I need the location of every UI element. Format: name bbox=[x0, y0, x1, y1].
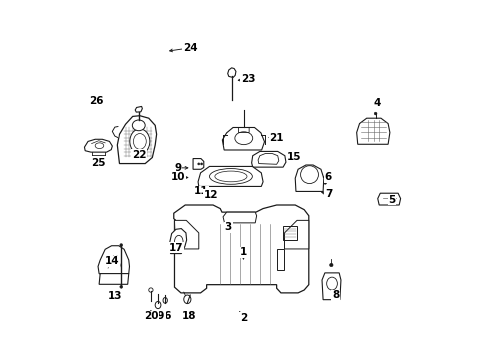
Text: 23: 23 bbox=[240, 74, 255, 84]
Polygon shape bbox=[169, 229, 186, 253]
Text: 21: 21 bbox=[269, 133, 284, 143]
Polygon shape bbox=[173, 205, 308, 293]
Ellipse shape bbox=[234, 132, 252, 145]
Text: 10: 10 bbox=[171, 172, 185, 183]
Text: 26: 26 bbox=[89, 96, 103, 107]
Text: 22: 22 bbox=[132, 150, 146, 160]
Polygon shape bbox=[223, 212, 256, 223]
Text: 5: 5 bbox=[387, 195, 395, 204]
Ellipse shape bbox=[130, 129, 149, 154]
Ellipse shape bbox=[120, 244, 122, 247]
Ellipse shape bbox=[200, 163, 203, 165]
Text: 15: 15 bbox=[286, 153, 301, 162]
Polygon shape bbox=[295, 165, 323, 192]
Ellipse shape bbox=[204, 189, 207, 192]
Ellipse shape bbox=[373, 112, 376, 115]
Polygon shape bbox=[112, 126, 118, 138]
Text: 11: 11 bbox=[193, 186, 208, 197]
Polygon shape bbox=[135, 107, 142, 112]
Text: 24: 24 bbox=[183, 43, 197, 53]
Polygon shape bbox=[174, 220, 198, 249]
Text: 18: 18 bbox=[182, 311, 196, 321]
Polygon shape bbox=[198, 166, 263, 186]
Text: 9: 9 bbox=[175, 163, 182, 173]
Text: 4: 4 bbox=[373, 98, 380, 108]
Polygon shape bbox=[377, 193, 400, 205]
Text: 13: 13 bbox=[108, 291, 122, 301]
Polygon shape bbox=[227, 68, 235, 77]
Polygon shape bbox=[284, 220, 308, 249]
Text: 7: 7 bbox=[324, 189, 331, 199]
Ellipse shape bbox=[212, 192, 215, 195]
Polygon shape bbox=[98, 246, 129, 277]
Polygon shape bbox=[99, 274, 128, 284]
Text: 2: 2 bbox=[239, 312, 246, 323]
Text: 12: 12 bbox=[203, 190, 217, 200]
Text: 17: 17 bbox=[168, 243, 183, 253]
Polygon shape bbox=[222, 127, 264, 150]
Text: 25: 25 bbox=[91, 158, 106, 168]
Ellipse shape bbox=[132, 120, 145, 131]
Polygon shape bbox=[322, 273, 340, 300]
Polygon shape bbox=[356, 118, 389, 144]
Ellipse shape bbox=[133, 134, 146, 149]
Text: 16: 16 bbox=[158, 311, 172, 321]
Ellipse shape bbox=[329, 263, 332, 267]
Ellipse shape bbox=[323, 181, 326, 184]
Text: 8: 8 bbox=[331, 290, 339, 300]
Text: 1: 1 bbox=[239, 247, 246, 257]
Text: 20: 20 bbox=[143, 311, 158, 321]
Text: 14: 14 bbox=[105, 256, 120, 266]
Ellipse shape bbox=[120, 285, 122, 288]
Text: 3: 3 bbox=[224, 222, 232, 232]
Text: 6: 6 bbox=[324, 172, 331, 182]
Text: 19: 19 bbox=[151, 311, 165, 321]
Ellipse shape bbox=[197, 163, 200, 165]
